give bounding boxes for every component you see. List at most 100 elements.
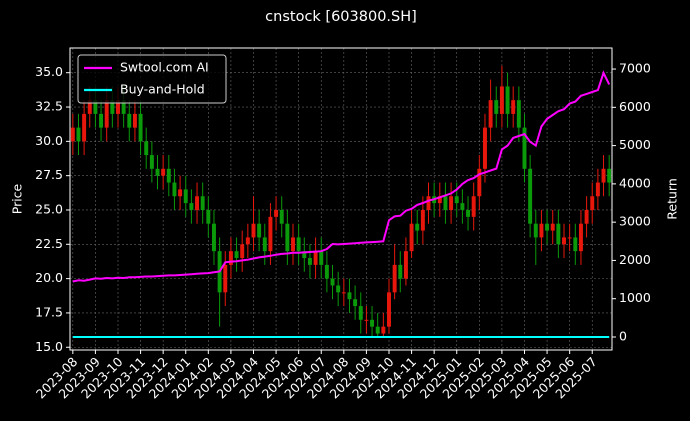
- candle-body: [138, 113, 143, 142]
- legend-label: Buy-and-Hold: [120, 82, 205, 97]
- candle-body: [268, 216, 273, 252]
- candle-body: [285, 223, 290, 252]
- candle-body: [99, 113, 104, 128]
- candle-body: [556, 223, 561, 245]
- y-axis-label: Price: [10, 183, 25, 214]
- candle-body: [590, 196, 595, 210]
- candle-body: [307, 258, 312, 265]
- y-tick-label: 32.5: [35, 99, 63, 114]
- candle-body: [240, 244, 245, 259]
- y2-tick-label: 1000: [619, 290, 651, 305]
- candle-body: [251, 223, 256, 238]
- candle-body: [245, 237, 250, 245]
- candle-body: [595, 182, 600, 197]
- candle-body: [545, 223, 550, 231]
- candle-body: [82, 113, 87, 142]
- candle-body: [539, 223, 544, 238]
- candle-body: [387, 292, 391, 327]
- candle-body: [528, 168, 533, 224]
- candle-body: [200, 196, 205, 210]
- y2-tick-label: 3000: [619, 214, 651, 229]
- candle-body: [370, 319, 375, 327]
- candle-body: [567, 237, 572, 239]
- candle-body: [127, 113, 132, 128]
- y2-tick-label: 5000: [619, 137, 651, 152]
- candle-body: [330, 278, 335, 286]
- candle-body: [234, 251, 239, 259]
- candle-body: [488, 100, 493, 128]
- candle-body: [183, 189, 188, 204]
- candle-body: [584, 209, 589, 224]
- candle-body: [93, 100, 98, 114]
- candle-body: [262, 237, 267, 252]
- candle-body: [454, 196, 459, 204]
- y2-tick-label: 0: [619, 328, 627, 343]
- candle-body: [449, 196, 454, 210]
- y-tick-label: 22.5: [35, 236, 63, 251]
- candle-body: [499, 86, 504, 114]
- candle-body: [223, 264, 228, 293]
- candle-body: [511, 100, 516, 114]
- candle-body: [257, 223, 262, 238]
- candle-body: [353, 299, 358, 307]
- candle-body: [228, 251, 233, 265]
- candle-body: [166, 168, 171, 183]
- candle-body: [116, 100, 120, 114]
- y-tick-label: 20.0: [35, 270, 63, 285]
- candle-body: [601, 168, 606, 183]
- y-tick-label: 25.0: [35, 201, 63, 216]
- plot-frame: [69, 47, 613, 351]
- y-tick-label: 15.0: [35, 339, 63, 354]
- candle-body: [522, 127, 527, 169]
- candle-body: [104, 100, 109, 128]
- candle-body: [87, 100, 92, 114]
- y2-tick-label: 7000: [619, 61, 651, 76]
- candle-body: [132, 113, 137, 128]
- candle-body: [533, 223, 538, 238]
- candle-body: [573, 237, 578, 252]
- candle-body: [375, 326, 380, 334]
- candle-body: [341, 292, 346, 294]
- candle-body: [460, 203, 465, 210]
- candle-body: [172, 182, 177, 197]
- candle-body: [121, 100, 126, 114]
- candle-body: [155, 168, 160, 176]
- candle-body: [403, 251, 408, 279]
- y-tick-label: 30.0: [35, 133, 63, 148]
- candle-body: [206, 209, 211, 224]
- candle-body: [195, 196, 200, 210]
- candle-body: [70, 127, 75, 142]
- y-tick-label: 17.5: [35, 304, 63, 319]
- candle-body: [443, 196, 448, 210]
- candle-body: [482, 127, 487, 169]
- candle-body: [426, 196, 431, 210]
- candle-body: [550, 223, 555, 231]
- candle-body: [516, 100, 521, 128]
- candle-body: [324, 264, 329, 279]
- candle-body: [505, 86, 510, 114]
- candle-body: [578, 223, 583, 252]
- candle-body: [279, 209, 284, 224]
- candle-body: [76, 127, 81, 142]
- candle-body: [211, 223, 216, 252]
- candle-body: [178, 189, 183, 197]
- candle-body: [415, 223, 420, 231]
- return-line: [72, 70, 611, 283]
- legend-label: Swtool.com AI: [120, 60, 209, 75]
- candle-body: [347, 292, 352, 300]
- candle-body: [607, 168, 612, 183]
- candle-body: [494, 100, 499, 114]
- candle-body: [381, 326, 386, 334]
- chart-title: cnstock [603800.SH]: [265, 9, 417, 25]
- candle-body: [364, 319, 369, 321]
- y2-tick-label: 4000: [619, 175, 651, 190]
- candle-body: [471, 196, 476, 217]
- candle-body: [110, 100, 115, 114]
- candle-body: [437, 196, 442, 204]
- y2-tick-label: 2000: [619, 252, 651, 267]
- candle-body: [296, 237, 301, 252]
- candle-body: [562, 237, 566, 245]
- candle-body: [392, 264, 397, 293]
